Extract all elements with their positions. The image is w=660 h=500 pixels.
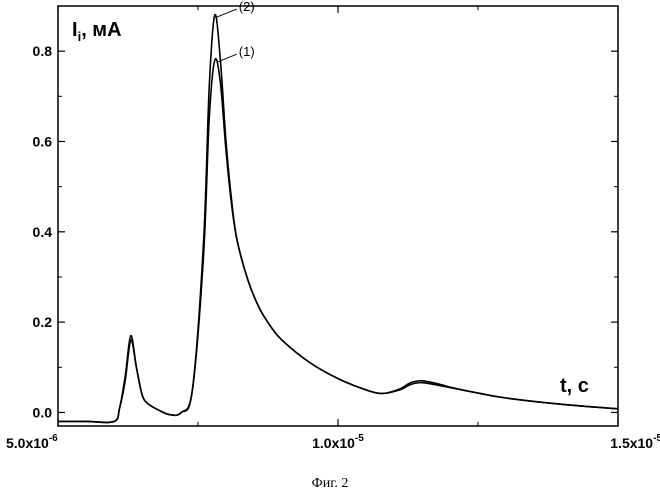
x-tick-label: 1.5x10-5 <box>610 433 660 451</box>
figure-caption: Фиг. 2 <box>0 476 660 492</box>
x-axis-title: t, c <box>560 375 589 397</box>
x-tick-mantissa: 1.5x10 <box>610 435 653 451</box>
curve-labels: (1) (2) <box>217 0 255 62</box>
x-tick-mantissa: 5.0x10 <box>6 435 49 451</box>
x-tick-exponent: -5 <box>355 433 364 444</box>
y-tick-label: 0.4 <box>33 224 53 240</box>
y-tick-label: 0.6 <box>33 133 53 149</box>
curve-label-1: (1) <box>239 44 255 59</box>
y-tick-label: 0.8 <box>33 43 53 59</box>
x-tick-label: 1.0x10-5 <box>312 433 364 451</box>
curve-label-leader-2 <box>217 9 237 17</box>
x-tick-label: 5.0x10-6 <box>6 433 58 451</box>
series-line-2 <box>58 15 618 423</box>
curve-label-2: (2) <box>239 0 255 14</box>
x-tick-mantissa: 1.0x10 <box>312 435 355 451</box>
y-tick-label: 0.2 <box>33 314 53 330</box>
series-line-1 <box>58 59 618 423</box>
plot-frame <box>58 6 618 426</box>
y-axis-title: Ii, мА <box>72 19 122 44</box>
y-tick-label: 0.0 <box>33 404 53 420</box>
x-tick-exponent: -5 <box>653 433 660 444</box>
series-group <box>58 15 618 423</box>
x-tick-exponent: -6 <box>49 433 58 444</box>
chart: 0.00.20.40.60.85.0x10-61.0x10-51.5x10-5 … <box>0 0 660 470</box>
y-axis-unit: , мА <box>81 19 121 41</box>
